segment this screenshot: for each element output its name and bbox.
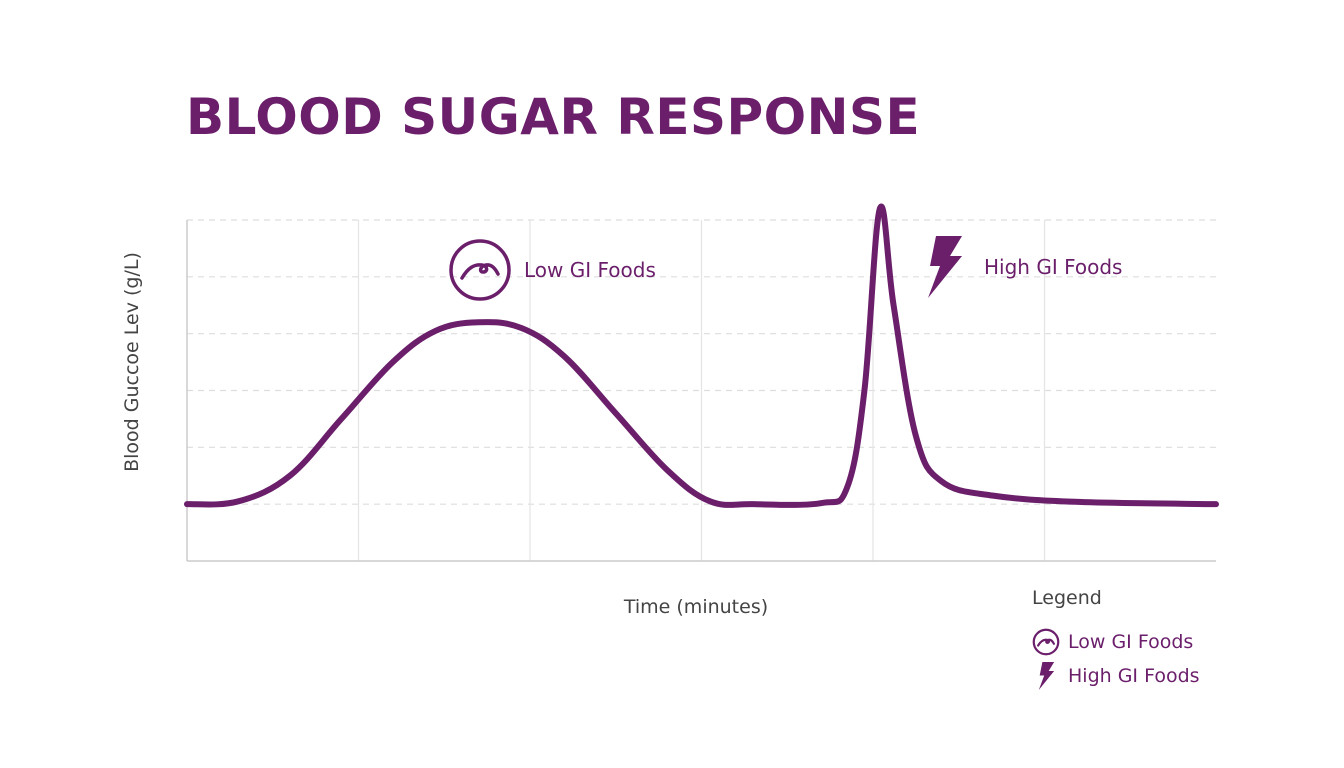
legend-label: High GI Foods	[1068, 665, 1200, 687]
annotation-high-gi-label: High GI Foods	[984, 255, 1123, 279]
legend-title: Legend	[1032, 587, 1102, 609]
series-line	[184, 203, 1219, 508]
wave-icon	[449, 239, 511, 301]
legend-item-low-gi: Low GI Foods	[1032, 625, 1200, 659]
chart-title: BLOOD SUGAR RESPONSE	[186, 88, 921, 146]
lightning-icon	[1038, 662, 1055, 690]
legend: Legend Low GI Foods High GI Foods	[1032, 587, 1200, 693]
y-axis-label: Blood Guccoe Lev (g/L)	[121, 252, 143, 472]
x-axis-label: Time (minutes)	[623, 596, 769, 618]
lightning-icon	[928, 236, 962, 298]
wave-icon	[1032, 628, 1060, 656]
annotation-high-gi: High GI Foods	[924, 236, 1122, 298]
annotation-low-gi-label: Low GI Foods	[524, 258, 656, 282]
legend-item-high-gi: High GI Foods	[1032, 659, 1200, 693]
legend-label: Low GI Foods	[1068, 631, 1194, 653]
annotation-low-gi: Low GI Foods	[448, 238, 656, 302]
